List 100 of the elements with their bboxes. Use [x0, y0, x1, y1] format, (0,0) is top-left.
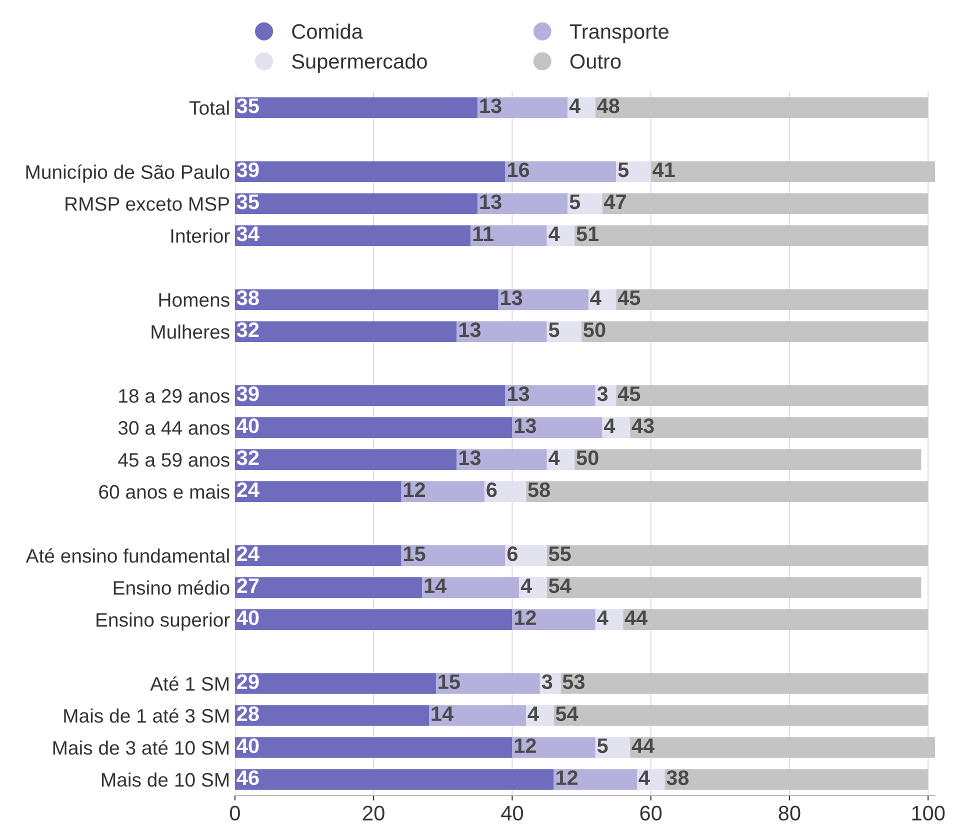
data-label: 13 — [459, 322, 481, 338]
data-label: 54 — [556, 706, 578, 722]
bar — [234, 161, 506, 182]
data-label: 39 — [236, 386, 259, 402]
data-label: 40 — [236, 738, 259, 754]
data-label: 4 — [548, 226, 560, 241]
data-label: 38 — [236, 290, 259, 306]
bar — [234, 193, 478, 214]
data-label: 54 — [548, 578, 572, 594]
data-label: 45 — [618, 290, 640, 306]
bar — [484, 481, 526, 502]
bar — [616, 385, 928, 406]
data-label: 50 — [584, 322, 606, 338]
bar — [554, 705, 928, 726]
data-label: 27 — [237, 578, 259, 593]
data-label: 11 — [473, 226, 494, 241]
data-label: 15 — [404, 546, 426, 562]
bar — [436, 673, 540, 694]
legend-label: Outro — [570, 54, 621, 69]
bar — [526, 481, 928, 502]
y-tick-label: Município de São Paulo — [26, 164, 230, 183]
bar — [401, 481, 484, 502]
bar — [574, 449, 922, 470]
bar — [560, 673, 928, 694]
x-tick-label: 20 — [363, 806, 384, 821]
bar — [234, 577, 422, 598]
x-tick-label: 0 — [230, 806, 240, 821]
bar — [234, 225, 471, 246]
data-label: 48 — [597, 98, 620, 114]
data-label: 51 — [576, 226, 599, 242]
bar — [568, 193, 602, 214]
y-tick-label: 60 anos e mais — [99, 484, 230, 499]
bar — [505, 545, 547, 566]
bar — [505, 161, 616, 182]
bar — [234, 481, 402, 502]
data-label: 13 — [480, 194, 502, 210]
bar — [630, 737, 936, 758]
data-label: 13 — [501, 290, 522, 306]
y-tick-label: Ensino médio — [114, 580, 230, 595]
bar — [470, 225, 547, 246]
bar — [602, 193, 928, 214]
bar — [505, 385, 596, 406]
bar — [546, 545, 928, 566]
legend-label: Comida — [292, 24, 363, 39]
bar — [582, 321, 928, 342]
bar — [650, 161, 936, 182]
data-label: 6 — [507, 546, 518, 562]
data-label: 38 — [666, 770, 689, 786]
bar — [623, 609, 928, 630]
data-label: 32 — [236, 450, 259, 466]
data-label: 12 — [514, 610, 536, 625]
data-label: 12 — [404, 482, 426, 497]
data-label: 4 — [597, 610, 608, 625]
data-label: 40 — [236, 610, 259, 626]
bar — [234, 417, 512, 438]
bar — [234, 321, 457, 342]
bar — [234, 609, 512, 630]
bar — [234, 673, 436, 694]
data-label: 4 — [590, 290, 602, 305]
data-label: 12 — [556, 770, 578, 785]
data-label: 40 — [236, 418, 259, 434]
y-tick-label: Homens — [159, 293, 230, 307]
data-label: 29 — [237, 674, 259, 690]
bar — [616, 161, 651, 182]
data-label: 39 — [236, 162, 259, 178]
y-tick-label: Total — [189, 100, 229, 115]
bar — [664, 769, 928, 790]
y-tick-label: Mais de 1 até 3 SM — [64, 708, 229, 723]
data-label: 4 — [520, 578, 532, 593]
y-tick-label: Ensino superior — [96, 612, 230, 631]
y-tick-label: Até 1 SM — [150, 676, 228, 691]
bar — [234, 97, 478, 118]
data-label: 43 — [632, 418, 654, 434]
bar — [478, 193, 568, 214]
y-tick-label: Mulheres — [152, 324, 230, 339]
bar — [456, 321, 547, 342]
data-label: 3 — [597, 386, 608, 402]
data-label: 5 — [570, 194, 580, 210]
data-label: 16 — [508, 162, 530, 178]
bar — [234, 705, 430, 726]
data-label: 4 — [569, 98, 581, 114]
bar — [234, 769, 554, 790]
bar — [422, 577, 520, 598]
bar — [234, 385, 506, 406]
data-label: 58 — [528, 482, 550, 498]
bar — [234, 449, 457, 470]
legend-label: Transporte — [570, 24, 668, 44]
data-label: 55 — [548, 546, 571, 562]
bar — [512, 737, 596, 758]
bar — [401, 545, 506, 566]
data-label: 53 — [562, 674, 585, 690]
data-label: 5 — [548, 322, 560, 338]
data-label: 13 — [508, 386, 530, 402]
bar — [630, 417, 928, 438]
data-label: 6 — [486, 482, 497, 498]
data-label: 24 — [237, 546, 260, 561]
y-tick-label: Interior — [171, 228, 230, 243]
bar — [498, 289, 588, 310]
data-label: 50 — [576, 450, 598, 466]
x-tick-label: 60 — [640, 806, 662, 821]
